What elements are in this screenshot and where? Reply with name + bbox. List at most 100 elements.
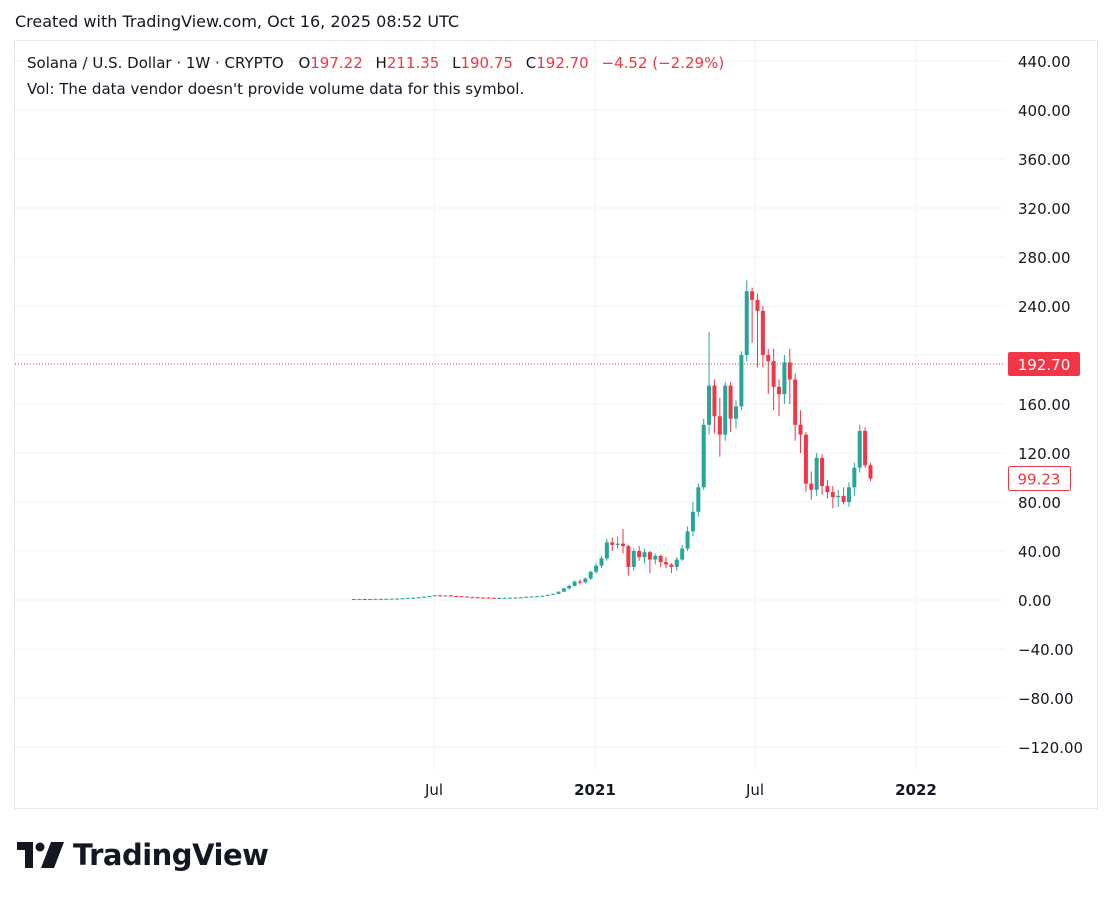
candle-body — [701, 424, 706, 488]
candle-body — [357, 598, 362, 600]
candle-body — [868, 465, 873, 479]
candle-up — [567, 584, 572, 590]
candle-body — [599, 558, 604, 566]
candle-body — [604, 542, 609, 559]
candle-body — [863, 430, 868, 466]
candle-down — [664, 557, 669, 569]
candle-up — [615, 536, 620, 549]
candle-up — [551, 593, 556, 596]
candle-up — [583, 577, 588, 584]
y-tick-label: 120.00 — [1018, 445, 1071, 463]
candle-up — [405, 597, 410, 599]
candle-down — [760, 306, 765, 368]
candle-body — [723, 385, 728, 435]
candle-body — [787, 362, 792, 380]
candle-body — [491, 597, 496, 599]
candle-up — [653, 553, 658, 565]
candle-down — [755, 293, 760, 368]
candle-up — [513, 597, 518, 599]
candle-body — [733, 406, 738, 419]
ohlc-legend: Solana / U.S. Dollar · 1W · CRYPTO O197.… — [27, 54, 724, 72]
candle-body — [556, 591, 561, 594]
candle-down — [717, 397, 722, 457]
candle-up — [411, 597, 416, 599]
candle-up — [529, 596, 534, 598]
candle-body — [755, 299, 760, 311]
candle-up — [400, 598, 405, 600]
candle-body — [631, 551, 636, 567]
candle-body — [777, 386, 782, 395]
y-tick-label: 0.00 — [1018, 592, 1051, 610]
candle-up — [421, 596, 426, 598]
candle-body — [615, 543, 620, 545]
y-tick-label: −120.00 — [1018, 739, 1083, 757]
candle-body — [669, 564, 674, 567]
candle-up — [508, 597, 513, 599]
candles — [352, 280, 873, 601]
candle-body — [427, 596, 432, 598]
candle-up — [857, 424, 862, 473]
candle-body — [766, 355, 771, 362]
low-value: 190.75 — [460, 54, 513, 72]
tradingview-logo-icon — [17, 842, 64, 868]
candle-body — [416, 597, 421, 599]
candle-down — [610, 537, 615, 551]
change-value: −4.52 (−2.29%) — [601, 54, 725, 72]
candle-body — [809, 483, 814, 490]
candle-down — [626, 544, 631, 576]
candle-up — [733, 400, 738, 429]
candle-body — [572, 581, 577, 586]
tradingview-logo[interactable]: TradingView — [17, 838, 269, 872]
candle-body — [486, 597, 491, 599]
candle-up — [373, 598, 378, 600]
candle-body — [690, 511, 695, 532]
candle-down — [820, 454, 825, 495]
candle-body — [378, 598, 383, 600]
candle-body — [448, 595, 453, 597]
candle-up — [836, 489, 841, 507]
candle-body — [405, 597, 410, 599]
candle-body — [685, 531, 690, 549]
candle-up — [545, 594, 550, 597]
candle-up — [524, 596, 529, 598]
y-tick-label: 440.00 — [1018, 53, 1071, 71]
candle-up — [427, 595, 432, 598]
y-tick-label: 360.00 — [1018, 151, 1071, 169]
candle-body — [653, 555, 658, 560]
candle-body — [728, 385, 733, 419]
candle-down — [481, 597, 486, 599]
candle-body — [497, 597, 502, 599]
high-value: 211.35 — [386, 54, 440, 72]
candle-body — [782, 362, 787, 395]
chart-frame[interactable] — [14, 40, 1098, 809]
x-tick-label: Jul — [424, 781, 443, 799]
candle-down — [658, 554, 663, 567]
x-axis: Jul 2021 Jul 2022 — [424, 781, 937, 799]
candle-down — [475, 597, 480, 599]
candle-body — [567, 585, 572, 589]
price-label-outline: 99.23 — [1008, 465, 1071, 491]
open-value: 197.22 — [310, 54, 363, 72]
candle-up — [416, 597, 421, 599]
grid-lines — [15, 41, 1005, 770]
candle-up — [395, 598, 400, 600]
y-tick-label: 400.00 — [1018, 102, 1071, 120]
candle-down — [766, 348, 771, 395]
candle-body — [577, 581, 582, 583]
candle-up — [744, 280, 749, 362]
candle-down — [621, 528, 625, 554]
candle-body — [696, 487, 701, 512]
candle-up — [352, 598, 356, 601]
price-labels: 192.70 99.23 — [1008, 351, 1080, 491]
candle-body — [464, 596, 469, 598]
candle-body — [362, 598, 367, 600]
candle-body — [798, 424, 803, 435]
candle-body — [830, 492, 835, 498]
candle-up — [599, 555, 604, 569]
candle-body — [820, 457, 825, 487]
candle-down — [464, 596, 469, 598]
candle-body — [825, 486, 830, 493]
candle-up — [497, 597, 502, 599]
candle-body — [481, 597, 486, 599]
